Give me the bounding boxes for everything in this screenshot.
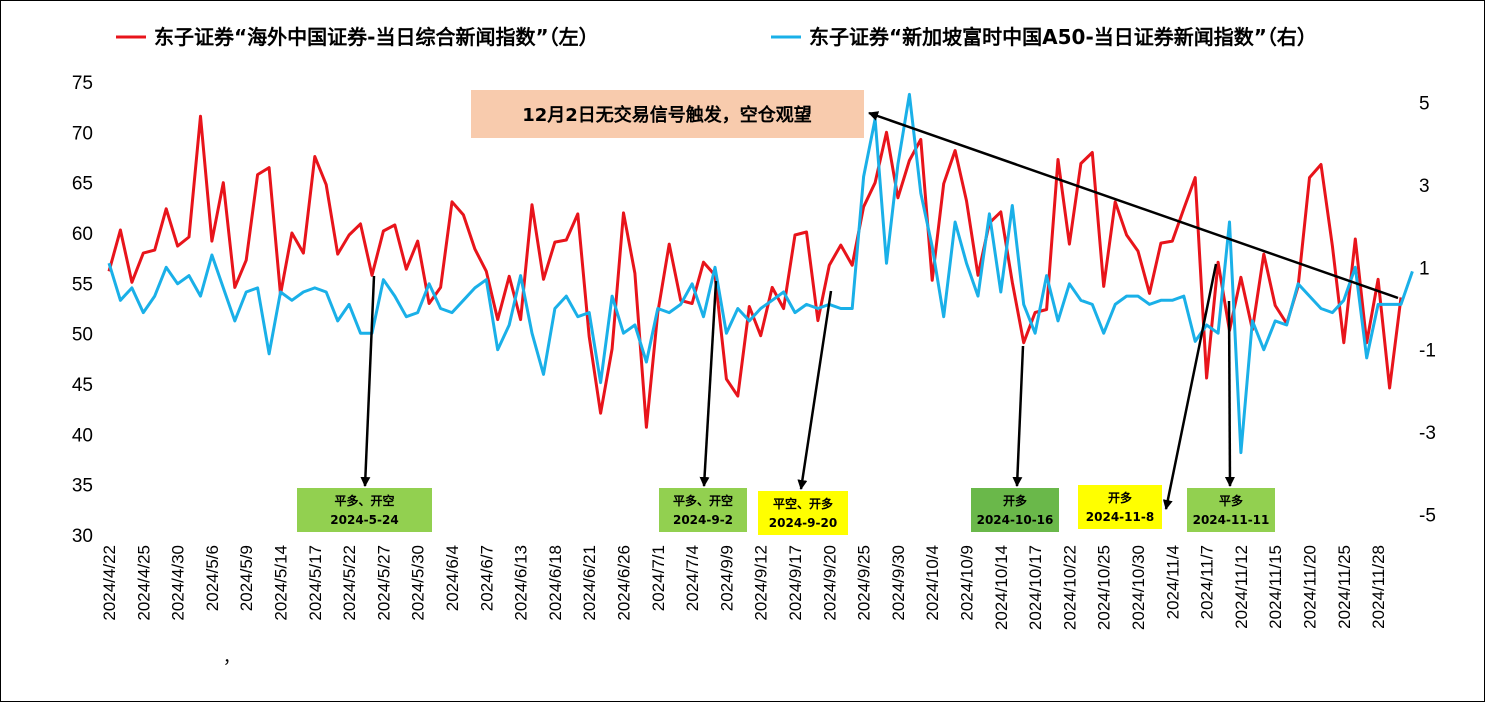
callout-box: [471, 90, 864, 138]
x-tick-label: 2024/5/17: [306, 545, 325, 621]
x-tick-label: 2024/9/20: [820, 545, 839, 621]
x-tick-label: 2024/5/9: [237, 545, 256, 611]
x-tick-label: 2024/10/9: [958, 545, 977, 621]
signal-box: [1187, 488, 1275, 532]
signal-date: 2024-9-2: [673, 513, 733, 527]
legend-label: 东子证券“海外中国证券-当日综合新闻指数”（左）: [154, 25, 599, 49]
signal-date: 2024-5-24: [330, 513, 398, 527]
signal-action: 平空、开多: [773, 496, 833, 511]
callout-text: 12月2日无交易信号触发，空仓观望: [522, 104, 812, 126]
signal-box: [758, 491, 848, 535]
x-tick-label: 2024/11/15: [1266, 545, 1285, 629]
y-left-tick-label: 45: [72, 375, 93, 396]
x-tick-label: 2024/9/12: [752, 545, 771, 621]
signal-date: 2024-11-8: [1086, 510, 1154, 524]
x-tick-label: 2024/5/14: [272, 545, 291, 621]
x-tick-label: 2024/6/21: [580, 545, 599, 621]
signal-box: [971, 488, 1059, 532]
signal-box: [1078, 485, 1162, 529]
x-tick-label: 2024/6/18: [546, 545, 565, 621]
signal-arrows: [360, 111, 1399, 510]
signal-arrow: [1162, 263, 1218, 510]
signal-action: 平多、开空: [673, 493, 733, 508]
x-tick-label: 2024/9/17: [786, 545, 805, 621]
x-tick-label: 2024/9/25: [855, 545, 874, 621]
y-right-tick-label: 3: [1419, 176, 1430, 197]
signal-arrow: [1012, 345, 1025, 487]
x-tick-label: 2024/10/25: [1095, 545, 1114, 630]
y-left-tick-label: 75: [72, 73, 93, 94]
x-axis: 2024/4/22 2024/4/25 2024/4/30 2024/5/6 2024/…: [100, 545, 1388, 667]
x-tick-label: 2024/5/6: [203, 545, 222, 611]
x-tick-label: 2024/9/30: [889, 545, 908, 621]
y-left-tick-label: 30: [72, 526, 93, 547]
x-tick-label: 2024/11/20: [1301, 545, 1320, 629]
signal-action: 开多: [1108, 490, 1132, 505]
y-right-tick-label: -3: [1419, 423, 1436, 444]
x-tick-label: 2024/10/4: [923, 545, 942, 621]
y-axes: 75 70 65 60 55 50 45 40 35 30 5 3 1 -1 -3 -5: [72, 73, 1436, 547]
signal-action: 平多、开空: [334, 493, 394, 508]
legend-label: 东子证券“新加坡富时中国A50-当日证券新闻指数”（右）: [809, 25, 1317, 49]
signal-arrow: [1224, 300, 1235, 487]
signal-annotations: 平多、开空 2024-5-24 平多、开空 2024-9-2 平空、开多 2024-9-2…: [297, 90, 1275, 535]
y-left-tick-label: 60: [72, 224, 93, 245]
signal-date: 2024-11-11: [1193, 513, 1270, 527]
x-tick-label: 2024/6/7: [477, 545, 496, 611]
y-left-tick-label: 35: [72, 476, 93, 497]
x-tick-label: 2024/5/30: [409, 545, 428, 621]
y-right-tick-label: 5: [1419, 94, 1430, 115]
y-right-tick-label: -5: [1419, 505, 1436, 526]
x-tick-label: 2024/5/22: [340, 545, 359, 621]
x-tick-label: 2024/6/4: [443, 545, 462, 611]
signal-arrow: [360, 275, 376, 487]
x-tick-label: 2024/6/13: [512, 545, 531, 621]
x-tick-label: 2024/10/30: [1129, 545, 1148, 630]
x-tick-label: 2024/10/17: [1026, 545, 1045, 630]
signal-box: [659, 488, 747, 532]
signal-arrow: [797, 290, 833, 490]
x-tick-label: 2024/9/9: [717, 545, 736, 611]
x-tick-label: 2024/11/7: [1198, 545, 1217, 619]
x-tick-label: 2024/7/1: [649, 545, 668, 611]
series-lines: [107, 92, 1414, 455]
signal-box: [297, 488, 432, 532]
x-tick-label: 2024/4/30: [169, 545, 188, 621]
legend: 东子证券“海外中国证券-当日综合新闻指数”（左） 东子证券“新加坡富时中国A50-…: [116, 25, 1317, 49]
signal-arrow: [699, 280, 718, 487]
x-tick-label: 2024/11/25: [1335, 545, 1354, 629]
series-line: [107, 92, 1414, 455]
x-tick-label: 2024/4/25: [134, 545, 153, 621]
y-left-tick-label: 55: [72, 274, 93, 295]
x-tick-label: 2024/10/14: [992, 545, 1011, 630]
series-line: [107, 114, 1403, 429]
signal-action: 开多: [1003, 493, 1027, 508]
y-left-tick-label: 70: [72, 123, 93, 144]
y-left-tick-label: 65: [72, 174, 93, 195]
x-tick-label: 2024/6/26: [615, 545, 634, 621]
x-tick-label: 2024/11/28: [1369, 545, 1388, 629]
x-stray-mark: ，: [223, 648, 240, 667]
x-tick-label: 2024/5/27: [374, 545, 393, 621]
callout-arrow: [868, 111, 1399, 300]
signal-action: 平多: [1219, 493, 1243, 508]
y-left-tick-label: 50: [72, 325, 93, 346]
y-left-tick-label: 40: [72, 425, 93, 446]
y-right-tick-label: 1: [1419, 258, 1430, 279]
x-tick-label: 2024/7/4: [683, 545, 702, 611]
y-right-tick-label: -1: [1419, 341, 1436, 362]
x-tick-label: 2024/11/4: [1163, 545, 1182, 619]
x-tick-label: 2024/11/12: [1232, 545, 1251, 629]
signal-date: 2024-10-16: [977, 513, 1054, 527]
x-tick-label: 2024/4/22: [100, 545, 119, 621]
signal-date: 2024-9-20: [769, 516, 837, 530]
x-tick-label: 2024/10/22: [1060, 545, 1079, 630]
